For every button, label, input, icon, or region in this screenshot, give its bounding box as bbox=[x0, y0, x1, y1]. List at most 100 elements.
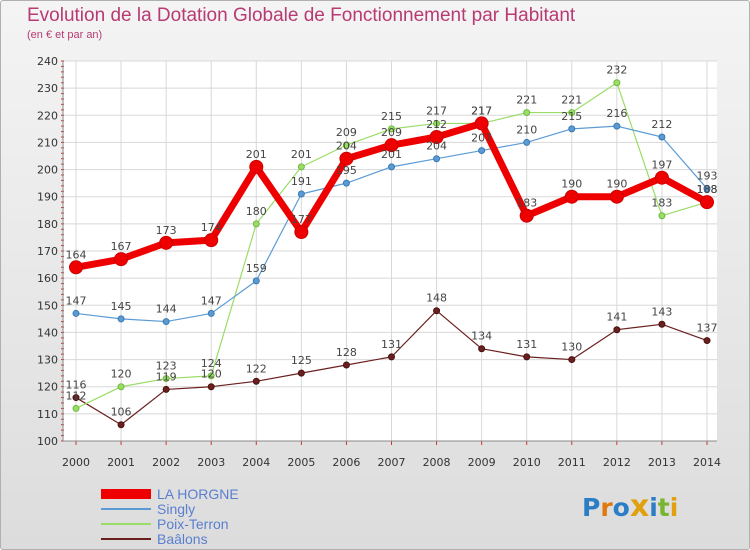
data-point-poix-terron bbox=[342, 141, 350, 149]
data-point-poix-terron bbox=[568, 109, 576, 117]
data-point-baalons bbox=[568, 356, 576, 364]
data-point-la-horgne bbox=[204, 233, 219, 248]
x-tick-label: 2014 bbox=[693, 456, 721, 469]
data-label-singly: 201 bbox=[381, 148, 402, 161]
data-label-la-horgne: 167 bbox=[111, 240, 132, 253]
x-tick-label: 2000 bbox=[62, 456, 90, 469]
data-point-poix-terron bbox=[523, 109, 531, 117]
data-point-singly bbox=[613, 122, 621, 130]
data-label-baalons: 131 bbox=[516, 338, 537, 351]
data-label-poix-terron: 180 bbox=[246, 205, 267, 218]
data-label-singly: 210 bbox=[516, 123, 537, 136]
data-label-la-horgne: 177 bbox=[291, 213, 312, 226]
data-label-la-horgne: 217 bbox=[471, 104, 492, 117]
data-point-baalons bbox=[658, 320, 666, 328]
data-label-baalons: 143 bbox=[651, 305, 672, 318]
data-point-la-horgne bbox=[564, 189, 579, 204]
data-point-la-horgne bbox=[339, 151, 354, 166]
data-point-la-horgne bbox=[159, 235, 174, 250]
data-label-baalons: 122 bbox=[246, 362, 267, 375]
data-label-baalons: 148 bbox=[426, 292, 447, 305]
y-tick-label: 160 bbox=[37, 272, 58, 285]
data-point-baalons bbox=[703, 337, 711, 345]
legend-label-singly: Singly bbox=[157, 501, 195, 517]
data-label-la-horgne: 204 bbox=[336, 140, 357, 153]
y-tick-label: 120 bbox=[37, 381, 58, 394]
data-point-poix-terron bbox=[72, 404, 80, 412]
data-label-poix-terron: 183 bbox=[651, 197, 672, 210]
legend-label-baalons: Baâlons bbox=[157, 531, 208, 547]
data-point-la-horgne bbox=[249, 159, 264, 174]
data-label-la-horgne: 212 bbox=[426, 118, 447, 131]
y-tick-label: 200 bbox=[37, 164, 58, 177]
data-label-poix-terron: 217 bbox=[426, 104, 447, 117]
data-label-poix-terron: 120 bbox=[111, 368, 132, 381]
data-label-la-horgne: 190 bbox=[561, 178, 582, 191]
data-label-poix-terron: 209 bbox=[336, 126, 357, 139]
data-label-baalons: 125 bbox=[291, 354, 312, 367]
data-label-la-horgne: 201 bbox=[246, 148, 267, 161]
data-point-baalons bbox=[117, 421, 125, 429]
x-tick-label: 2010 bbox=[513, 456, 541, 469]
x-tick-label: 2005 bbox=[287, 456, 315, 469]
data-point-baalons bbox=[433, 307, 441, 315]
data-point-la-horgne bbox=[69, 260, 83, 275]
data-point-baalons bbox=[388, 353, 395, 361]
data-point-poix-terron bbox=[162, 375, 170, 383]
data-label-baalons: 119 bbox=[156, 370, 177, 383]
data-point-la-horgne bbox=[609, 189, 624, 204]
data-point-baalons bbox=[207, 383, 215, 391]
data-point-la-horgne bbox=[114, 252, 129, 267]
data-label-singly: 195 bbox=[336, 164, 357, 177]
x-tick-label: 2013 bbox=[648, 456, 676, 469]
x-tick-label: 2011 bbox=[558, 456, 586, 469]
x-tick-label: 2008 bbox=[423, 456, 451, 469]
x-tick-label: 2012 bbox=[603, 456, 631, 469]
data-point-baalons bbox=[613, 326, 621, 334]
data-label-baalons: 131 bbox=[381, 338, 402, 351]
x-tick-label: 2009 bbox=[468, 456, 496, 469]
data-point-poix-terron bbox=[252, 220, 260, 228]
data-point-baalons bbox=[297, 369, 305, 377]
legend-label-la-horgne: LA HORGNE bbox=[157, 486, 239, 502]
data-point-baalons bbox=[252, 377, 260, 385]
data-label-la-horgne: 173 bbox=[156, 224, 177, 237]
x-tick-label: 2006 bbox=[332, 456, 360, 469]
legend-label-poix-terron: Poix-Terron bbox=[157, 516, 229, 532]
data-label-baalons: 120 bbox=[201, 368, 222, 381]
data-label-baalons: 128 bbox=[336, 346, 357, 359]
data-point-singly bbox=[297, 190, 305, 198]
data-point-singly bbox=[433, 155, 441, 163]
data-label-la-horgne: 209 bbox=[381, 126, 402, 139]
data-label-poix-terron: 188 bbox=[697, 183, 718, 196]
data-point-la-horgne bbox=[294, 225, 309, 239]
brand-logo: Proxiti bbox=[582, 489, 679, 524]
data-point-baalons bbox=[342, 361, 350, 369]
data-label-la-horgne: 188 bbox=[697, 183, 718, 196]
data-point-poix-terron bbox=[117, 383, 125, 391]
data-point-singly bbox=[117, 315, 125, 323]
y-tick-label: 230 bbox=[37, 82, 58, 95]
y-tick-label: 220 bbox=[37, 109, 58, 122]
chart-subtitle: (en € et par an) bbox=[27, 29, 103, 41]
chart-title: Evolution de la Dotation Globale de Fonc… bbox=[27, 5, 576, 26]
x-tick-label: 2003 bbox=[197, 456, 225, 469]
data-label-baalons: 137 bbox=[697, 322, 718, 335]
data-point-poix-terron bbox=[207, 372, 215, 380]
data-point-singly bbox=[252, 277, 260, 285]
y-tick-label: 150 bbox=[37, 299, 58, 312]
data-point-poix-terron bbox=[613, 79, 621, 87]
data-point-la-horgne bbox=[700, 195, 714, 210]
data-point-singly bbox=[703, 185, 711, 193]
data-point-baalons bbox=[162, 385, 170, 393]
data-label-la-horgne: 164 bbox=[66, 248, 87, 261]
y-tick-label: 130 bbox=[37, 354, 58, 367]
data-point-la-horgne bbox=[429, 130, 444, 144]
data-label-singly: 204 bbox=[426, 140, 447, 153]
data-label-la-horgne: 183 bbox=[516, 197, 537, 210]
data-label-singly: 144 bbox=[156, 303, 177, 316]
data-point-la-horgne bbox=[519, 208, 534, 223]
data-label-singly: 147 bbox=[201, 294, 222, 307]
data-label-poix-terron: 201 bbox=[291, 148, 312, 161]
y-tick-label: 170 bbox=[37, 245, 58, 258]
